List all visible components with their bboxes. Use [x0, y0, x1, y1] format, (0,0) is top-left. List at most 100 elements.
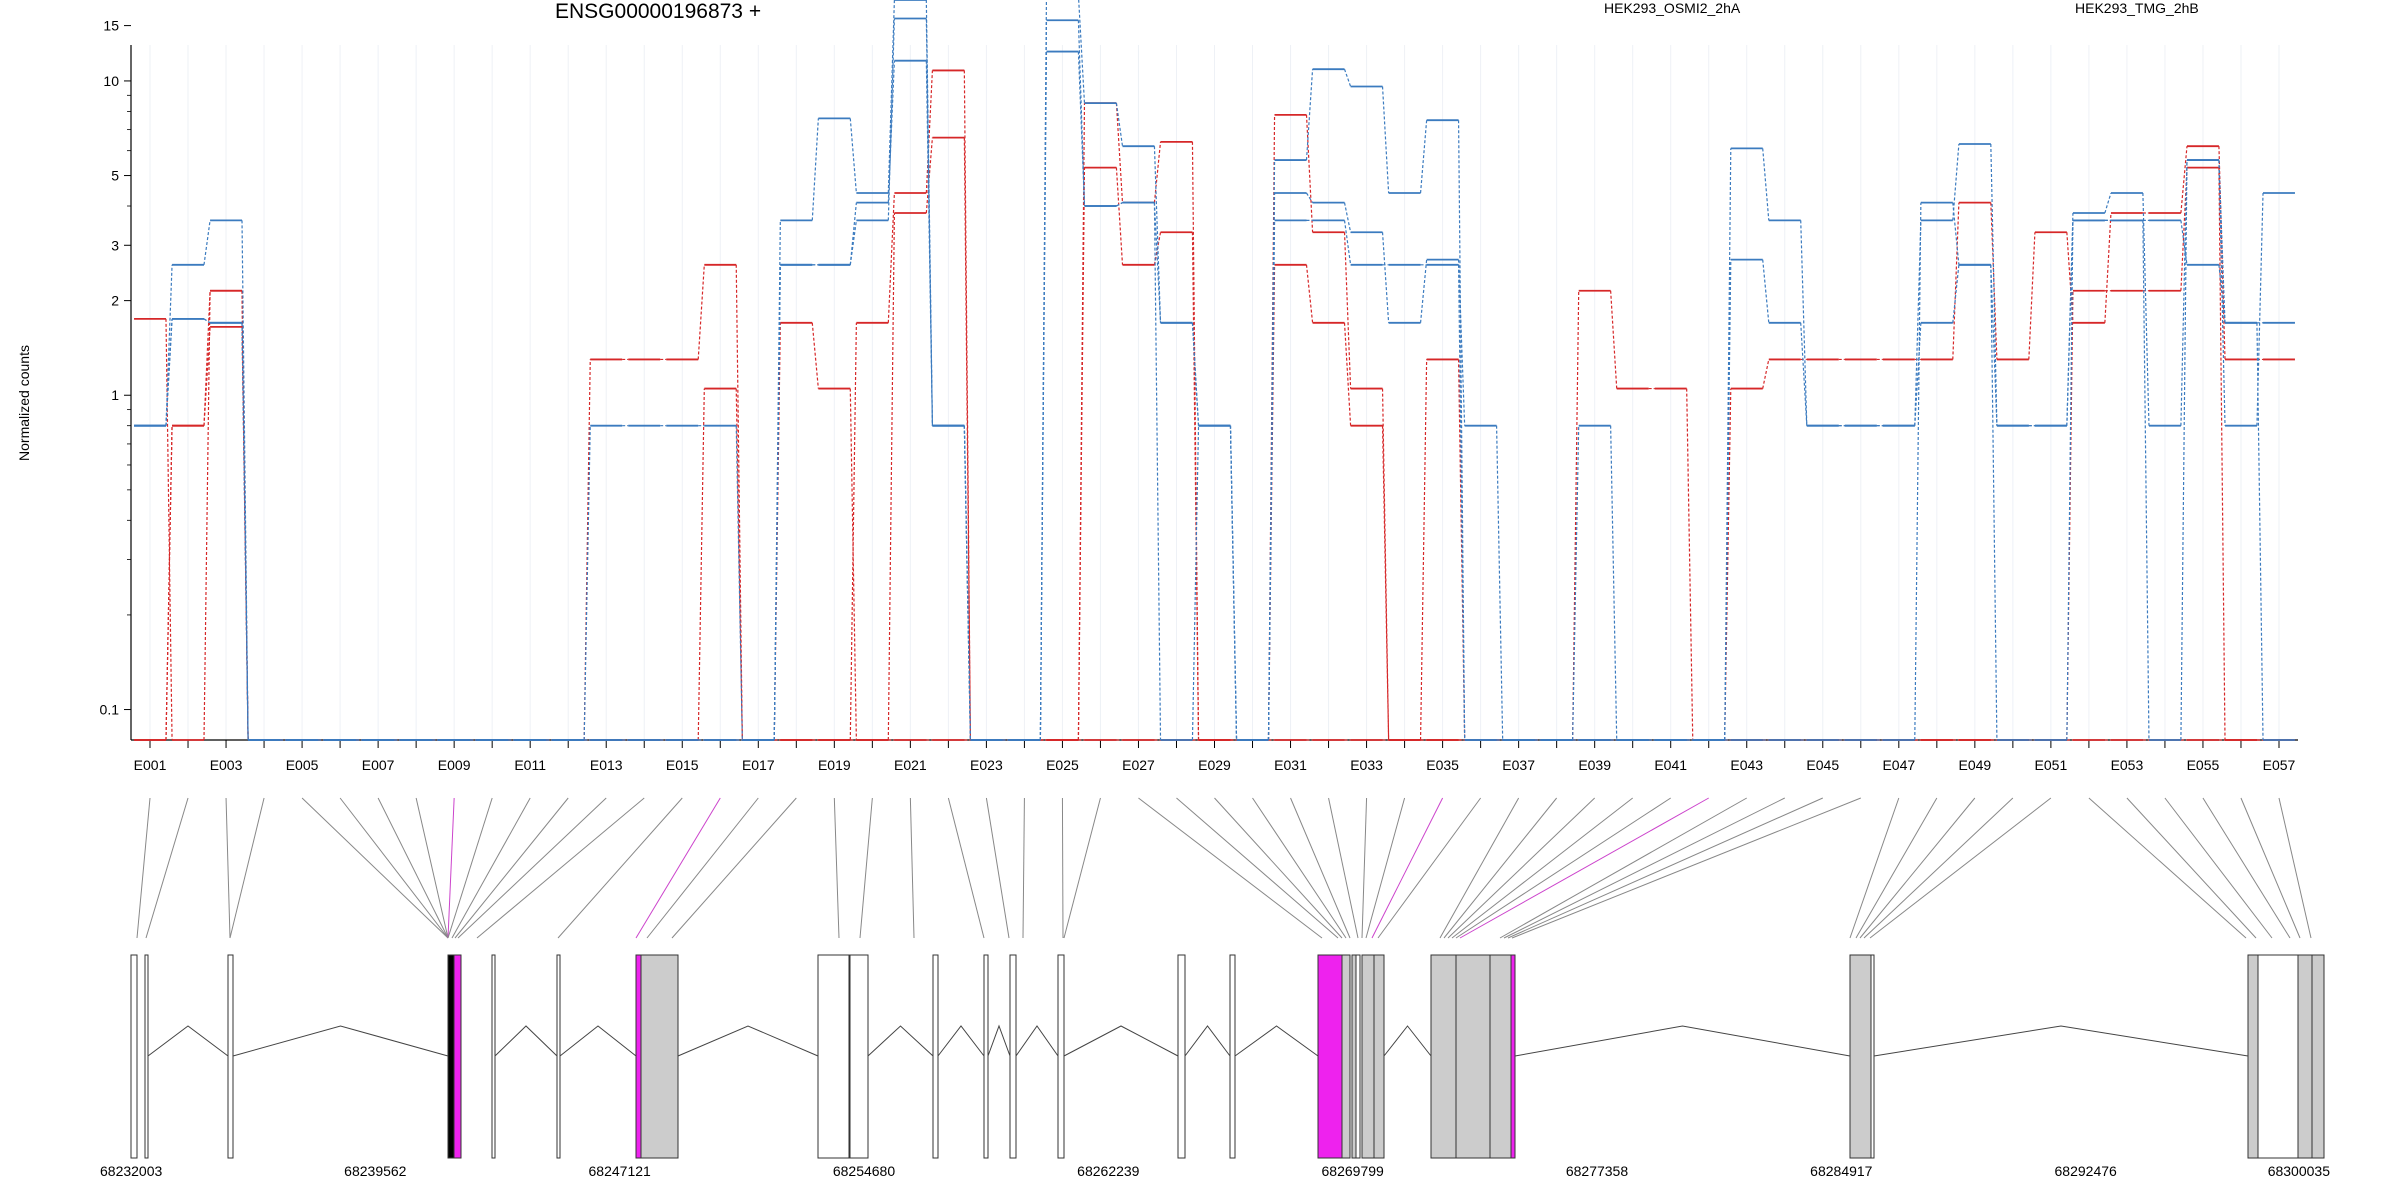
- exon-connector: [1252, 797, 1347, 939]
- coordinate-label: 68239562: [344, 1163, 407, 1179]
- exon-connector: [377, 797, 449, 939]
- series-connector: [887, 0, 895, 194]
- exon-box: [2297, 954, 2313, 1159]
- exon-connector: [1138, 797, 1323, 939]
- exon-connector: [1859, 797, 1976, 939]
- coordinate-label: 68247121: [589, 1163, 652, 1179]
- exon-box: [1229, 954, 1236, 1159]
- x-tick-label: E011: [514, 757, 546, 773]
- exon-connector: [1455, 797, 1671, 939]
- series-connector: [887, 18, 895, 221]
- exon-box: [1057, 954, 1065, 1159]
- exon-connector: [1371, 797, 1444, 939]
- exon-connector: [833, 797, 840, 939]
- coordinate-label: 68292476: [2055, 1163, 2118, 1179]
- series-connector: [2256, 192, 2264, 426]
- exon-connector: [671, 797, 797, 939]
- series-connector: [1610, 425, 1618, 741]
- series-connector: [2142, 192, 2150, 426]
- exon-box: [817, 954, 850, 1159]
- exon-box: [2257, 954, 2299, 1159]
- series-connector: [1381, 232, 1390, 323]
- exon-connector: [1863, 797, 2014, 939]
- x-tick-label: E027: [1122, 757, 1155, 773]
- series-connector: [811, 322, 819, 389]
- series-connector: [1990, 264, 1998, 741]
- exon-box: [1009, 954, 1017, 1159]
- exon-box: [1177, 954, 1186, 1159]
- x-tick-label: E005: [286, 757, 319, 773]
- series-connector: [1039, 20, 1048, 741]
- exon-connector: [1869, 797, 2052, 939]
- exon-box: [2247, 954, 2259, 1159]
- series-connector: [2218, 167, 2226, 741]
- series-connector: [203, 318, 211, 324]
- series-connector: [963, 425, 972, 741]
- series-connector: [2142, 220, 2150, 741]
- series-connector: [203, 220, 211, 265]
- series-connector: [849, 220, 857, 265]
- coordinate-label: 68284917: [1810, 1163, 1873, 1179]
- intron-line: [987, 1024, 1011, 1057]
- series-connector: [1115, 103, 1124, 203]
- exon-box: [2311, 954, 2325, 1159]
- exon-connector: [1214, 797, 1343, 939]
- x-tick-label: E033: [1350, 757, 1383, 773]
- series-connector: [1305, 114, 1314, 233]
- exon-connector: [457, 797, 607, 939]
- x-tick-label: E025: [1046, 757, 1079, 773]
- x-tick-label: E047: [1882, 757, 1915, 773]
- series-lines: [134, 0, 2295, 741]
- exon-box: [1317, 954, 1343, 1159]
- coordinate-label: 68300035: [2268, 1163, 2331, 1179]
- intron-line: [937, 1025, 985, 1057]
- exon-connector: [1855, 797, 1938, 939]
- series-connector: [1115, 167, 1124, 265]
- exon-connector: [1447, 797, 1596, 939]
- exon-box: [556, 954, 561, 1159]
- exon-connector: [1328, 797, 1359, 939]
- series-connector: [165, 425, 173, 741]
- series-connector: [1153, 202, 1162, 741]
- exon-connector: [225, 797, 231, 939]
- coordinate-label: 68277358: [1566, 1163, 1629, 1179]
- series-connector: [241, 322, 249, 741]
- x-tick-label: E029: [1198, 757, 1231, 773]
- x-tick-label: E049: [1958, 757, 1991, 773]
- exon-connector: [415, 797, 449, 939]
- intron-line: [147, 1025, 229, 1057]
- series-connector: [1457, 264, 1466, 741]
- series-connector: [1077, 167, 1086, 741]
- exon-connector: [985, 797, 1010, 939]
- exon-box: [1455, 954, 1491, 1159]
- series-connector: [849, 202, 857, 265]
- coordinate-label: 68262239: [1077, 1163, 1140, 1179]
- exon-connector: [1377, 797, 1482, 939]
- exon-connector: [1459, 797, 1709, 939]
- series-connector: [203, 326, 211, 426]
- x-tick-label: E035: [1426, 757, 1459, 773]
- intron-line: [1015, 1025, 1059, 1057]
- x-tick-label: E051: [2035, 757, 2068, 773]
- intron-line: [1184, 1025, 1231, 1057]
- exon-box: [1351, 954, 1357, 1159]
- series-connector: [1990, 143, 1998, 426]
- series-connector: [2218, 160, 2226, 323]
- legend-label-osmi2: HEK293_OSMI2_2hA: [1604, 0, 1741, 16]
- exon-connector: [145, 797, 189, 939]
- exon-connector: [2164, 797, 2273, 939]
- series-connector: [1343, 68, 1352, 87]
- series-connector: [773, 264, 781, 741]
- exon-box: [144, 954, 149, 1159]
- intron-line: [867, 1025, 934, 1057]
- exon-box: [227, 954, 234, 1159]
- exon-box: [1341, 954, 1351, 1159]
- series-connector: [697, 388, 705, 741]
- exon-connector: [454, 797, 569, 939]
- exon-connector: [2126, 797, 2257, 939]
- intron-line: [1063, 1025, 1179, 1057]
- exon-box: [983, 954, 989, 1159]
- x-tick-label: E043: [1730, 757, 1763, 773]
- series-connector: [1381, 425, 1390, 741]
- exon-connector: [447, 797, 493, 939]
